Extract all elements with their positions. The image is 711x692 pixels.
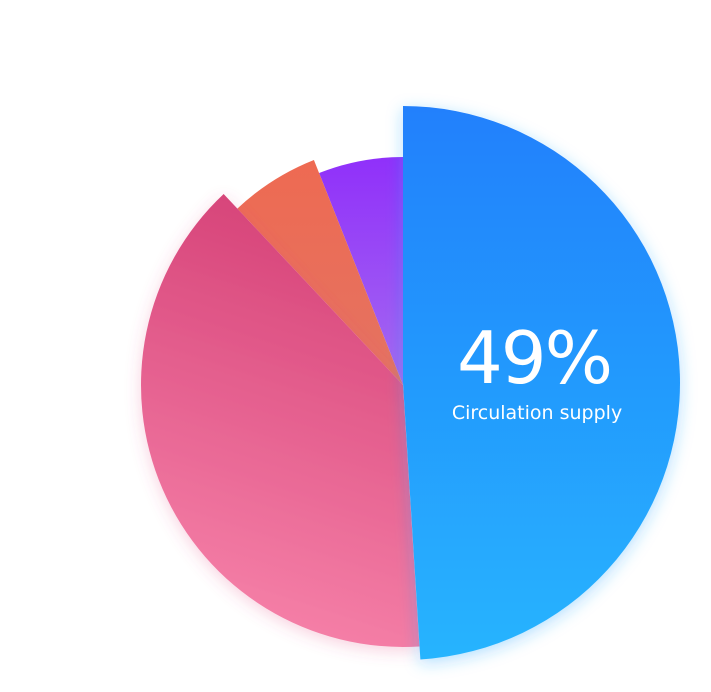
highlight-label: Circulation supply xyxy=(452,402,622,424)
highlight-value: 49% xyxy=(457,316,611,400)
pie-slice-blue xyxy=(403,106,680,660)
pie-slice-pink xyxy=(140,194,420,648)
pie-slice-orange xyxy=(237,159,403,385)
pie-slice-purple xyxy=(319,157,403,385)
